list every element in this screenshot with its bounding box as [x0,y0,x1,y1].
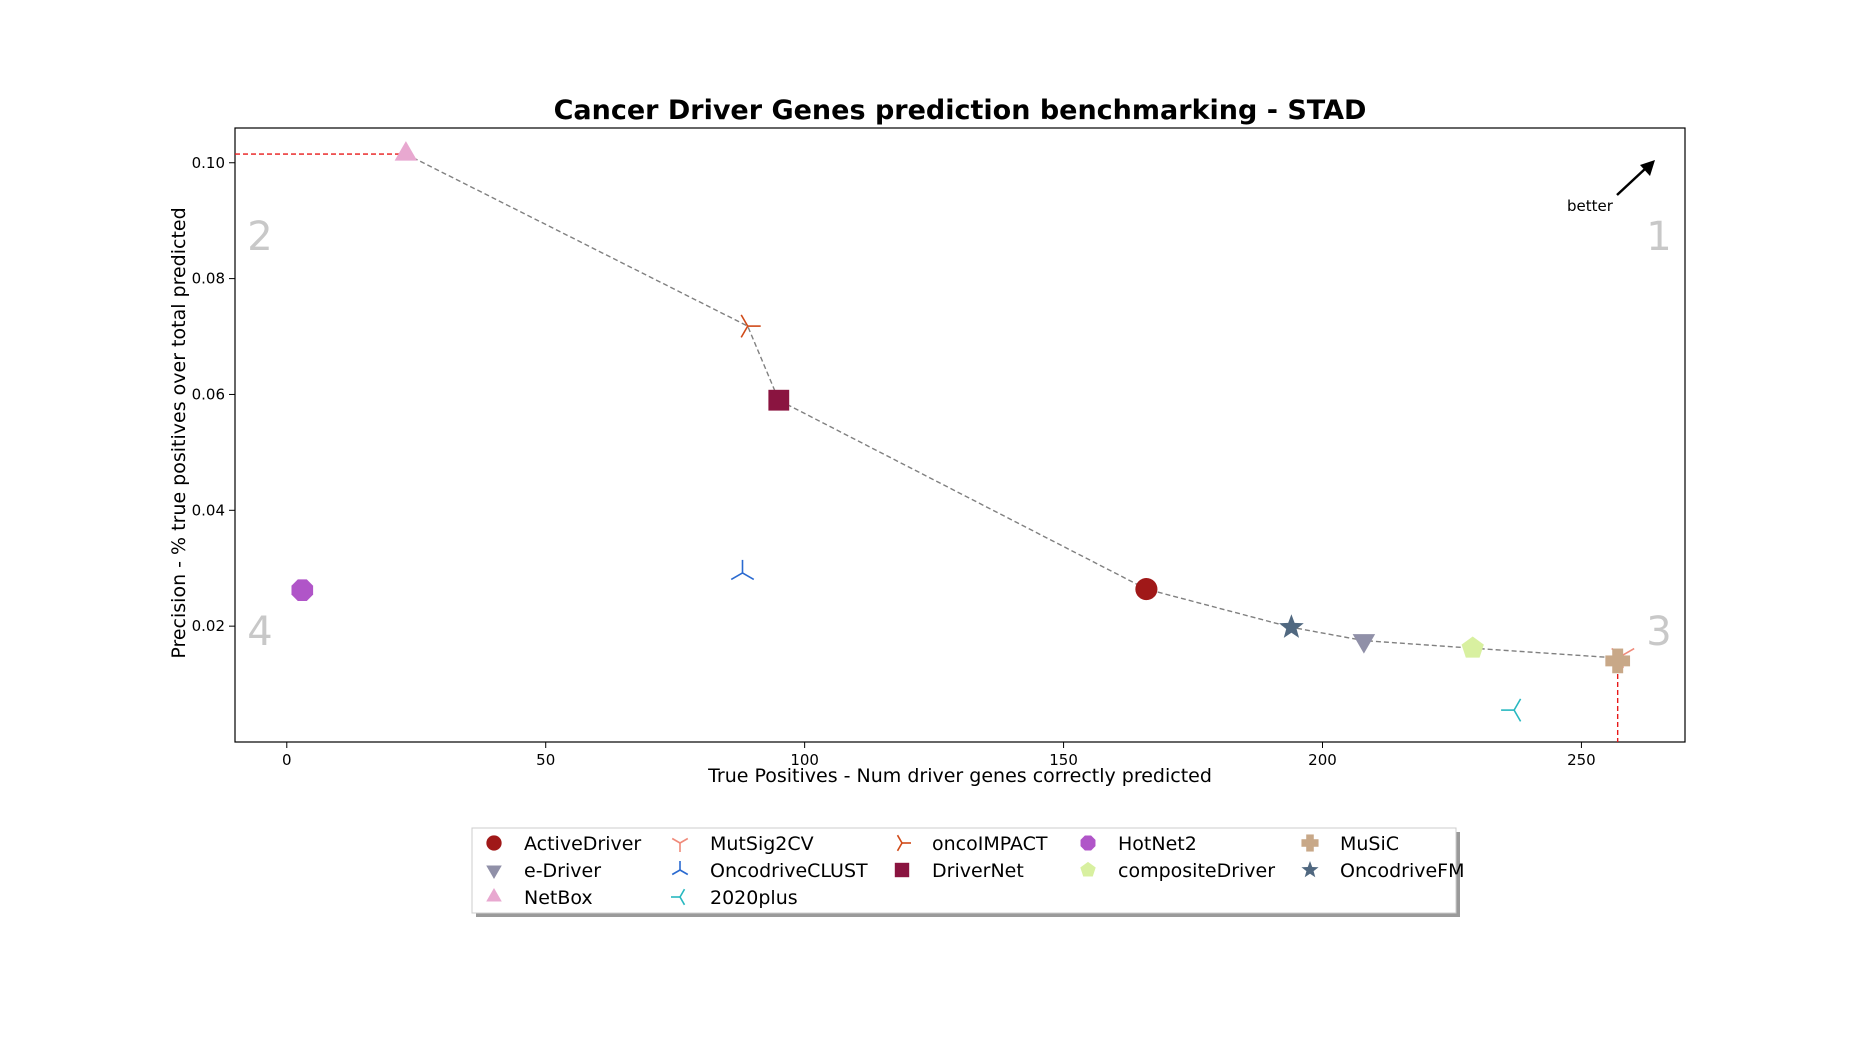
x-tick-label: 50 [536,751,555,769]
legend-label-drivernet: DriverNet [932,860,1024,882]
x-tick-label: 250 [1567,751,1596,769]
legend-marker-music [1301,834,1319,852]
quadrant-label-1: 1 [1646,214,1671,260]
x-axis-label: True Positives - Num driver genes correc… [707,765,1212,787]
legend-label-e-driver: e-Driver [524,860,601,882]
pareto-front-line [405,153,1618,659]
point-2020plus [1501,698,1522,722]
quadrant-label-4: 4 [247,609,272,655]
plot-area: 0 50 100 150 200 250 0.02 0.04 0.06 0.08 0.10 1 2 3 4 b… [192,127,1686,769]
legend-marker-compositedriver [1080,861,1096,877]
legend-label-hotnet2: HotNet2 [1118,833,1197,855]
y-tick-label: 0.10 [192,154,225,172]
legend-label-activedriver: ActiveDriver [524,833,641,855]
y-axis-label: Precision - % true positives over total … [168,207,190,658]
better-arrow-head [1640,160,1655,176]
x-tick-label: 150 [1049,751,1078,769]
point-e-driver [1352,634,1376,654]
point-drivernet [768,389,790,411]
y-tick-label: 0.06 [192,385,225,403]
point-compositedriver [1461,636,1484,658]
x-tick-label: 0 [282,751,292,769]
chart-title: Cancer Driver Genes prediction benchmark… [554,95,1367,126]
legend-label-oncodrivefm: OncodriveFM [1340,860,1464,882]
legend-marker-drivernet [894,862,910,878]
legend-marker-hotnet2 [1080,835,1096,851]
y-tick-label: 0.02 [192,617,225,635]
x-tick-label: 200 [1308,751,1337,769]
quadrant-label-2: 2 [247,214,272,260]
point-oncoimpact [740,314,761,338]
y-tick-label: 0.08 [192,270,225,288]
legend-label-oncoimpact: oncoIMPACT [932,833,1048,855]
legend-marker-e-driver [486,865,502,879]
legend-label-compositedriver: compositeDriver [1118,860,1275,882]
legend-marker-oncoimpact [896,834,911,852]
axes-frame [234,127,1686,743]
legend: ActiveDriver e-Driver NetBox MutSig2CV Oncod… [471,827,1464,917]
y-tick-label: 0.04 [192,501,225,519]
point-music [1605,648,1631,674]
legend-label-2020plus: 2020plus [710,887,798,909]
legend-label-mutsig2cv: MutSig2CV [710,833,814,855]
legend-marker-mutsig2cv [671,837,689,852]
legend-marker-oncodrivefm [1301,861,1319,878]
legend-label-music: MuSiC [1340,833,1399,855]
legend-label-oncodriveclust: OncodriveCLUST [710,860,868,882]
legend-box [471,827,1457,914]
better-arrow-shaft [1616,167,1647,196]
better-label: better [1567,197,1614,215]
point-activedriver [1135,578,1158,601]
point-oncodriveclust [730,559,755,581]
point-netbox [394,141,418,161]
quadrant-label-3: 3 [1646,609,1671,655]
point-oncodrivefm [1279,614,1304,638]
x-tick-label: 100 [790,751,819,769]
point-hotnet2 [291,579,314,602]
legend-label-netbox: NetBox [524,887,593,909]
legend-marker-activedriver [486,835,502,851]
legend-marker-netbox [486,888,502,902]
legend-marker-oncodriveclust [671,861,689,876]
legend-marker-2020plus [671,888,686,906]
